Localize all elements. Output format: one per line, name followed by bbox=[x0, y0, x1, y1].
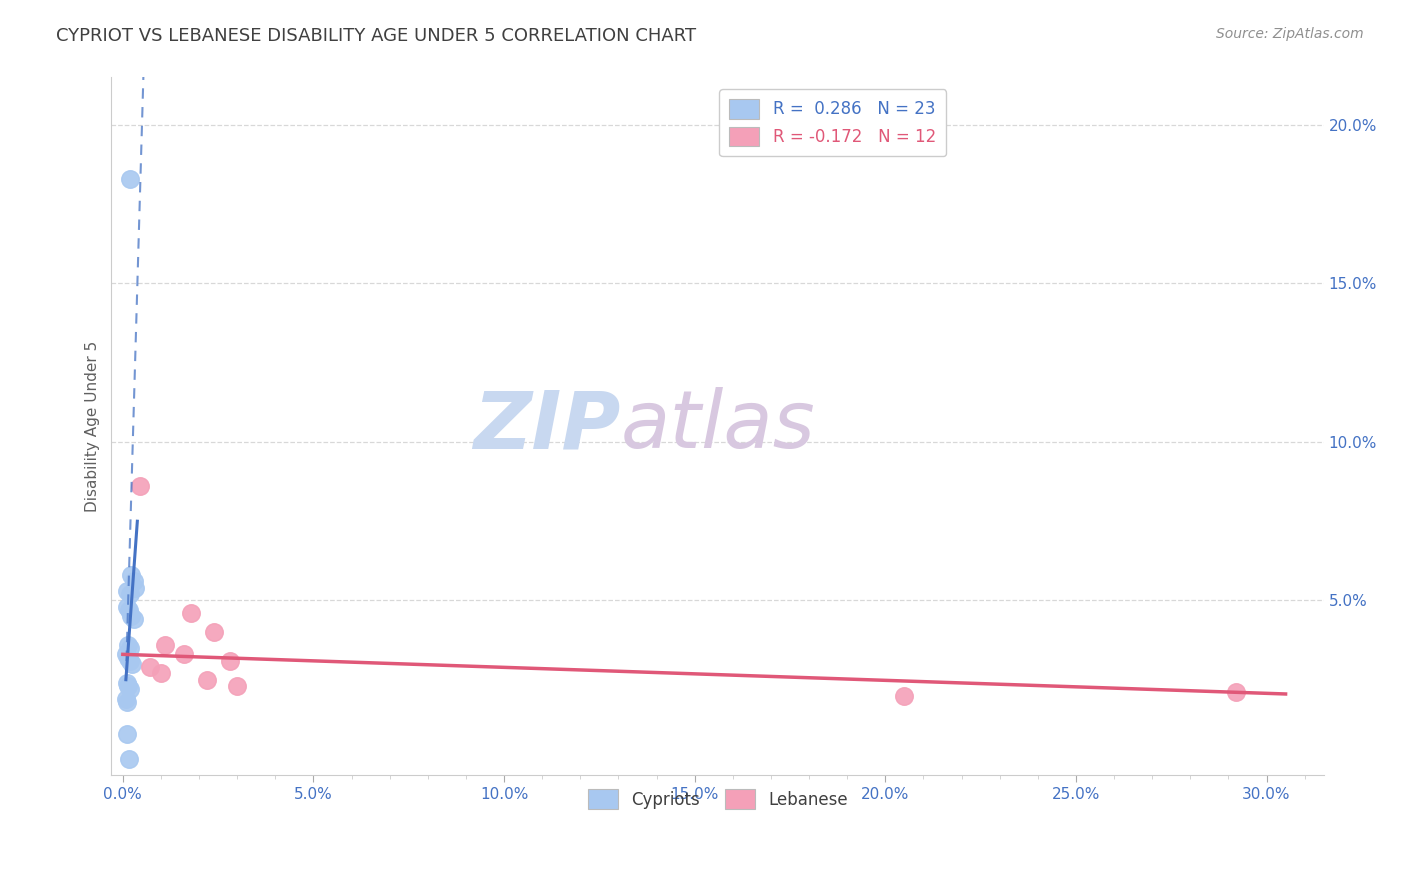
Point bbox=[118, 752, 141, 766]
Point bbox=[118, 682, 141, 697]
Legend: Cypriots, Lebanese: Cypriots, Lebanese bbox=[581, 782, 855, 815]
Point bbox=[120, 568, 142, 582]
Text: Source: ZipAtlas.com: Source: ZipAtlas.com bbox=[1216, 27, 1364, 41]
Point bbox=[122, 574, 145, 589]
Point bbox=[218, 654, 240, 668]
Point bbox=[138, 660, 160, 674]
Point bbox=[120, 654, 142, 668]
Text: atlas: atlas bbox=[620, 387, 815, 465]
Point bbox=[180, 606, 202, 620]
Point bbox=[115, 648, 138, 662]
Point bbox=[1225, 685, 1247, 699]
Point bbox=[117, 638, 139, 652]
Point bbox=[115, 726, 138, 740]
Point bbox=[118, 172, 141, 186]
Y-axis label: Disability Age Under 5: Disability Age Under 5 bbox=[86, 341, 100, 512]
Point bbox=[115, 676, 138, 690]
Point bbox=[117, 679, 139, 693]
Point bbox=[195, 673, 218, 687]
Point bbox=[149, 666, 172, 681]
Point bbox=[120, 640, 142, 655]
Point bbox=[124, 581, 146, 595]
Point bbox=[120, 587, 142, 601]
Point bbox=[173, 648, 195, 662]
Text: ZIP: ZIP bbox=[474, 387, 620, 465]
Point bbox=[118, 603, 141, 617]
Point bbox=[117, 584, 139, 599]
Point bbox=[121, 657, 143, 671]
Point bbox=[120, 609, 142, 624]
Point bbox=[115, 691, 138, 706]
Point bbox=[202, 625, 225, 640]
Point bbox=[129, 479, 152, 493]
Point bbox=[117, 695, 139, 709]
Point bbox=[153, 638, 176, 652]
Point bbox=[115, 599, 138, 614]
Point bbox=[893, 689, 915, 703]
Text: CYPRIOT VS LEBANESE DISABILITY AGE UNDER 5 CORRELATION CHART: CYPRIOT VS LEBANESE DISABILITY AGE UNDER… bbox=[56, 27, 696, 45]
Point bbox=[117, 650, 139, 665]
Point bbox=[122, 612, 145, 626]
Point bbox=[226, 679, 249, 693]
